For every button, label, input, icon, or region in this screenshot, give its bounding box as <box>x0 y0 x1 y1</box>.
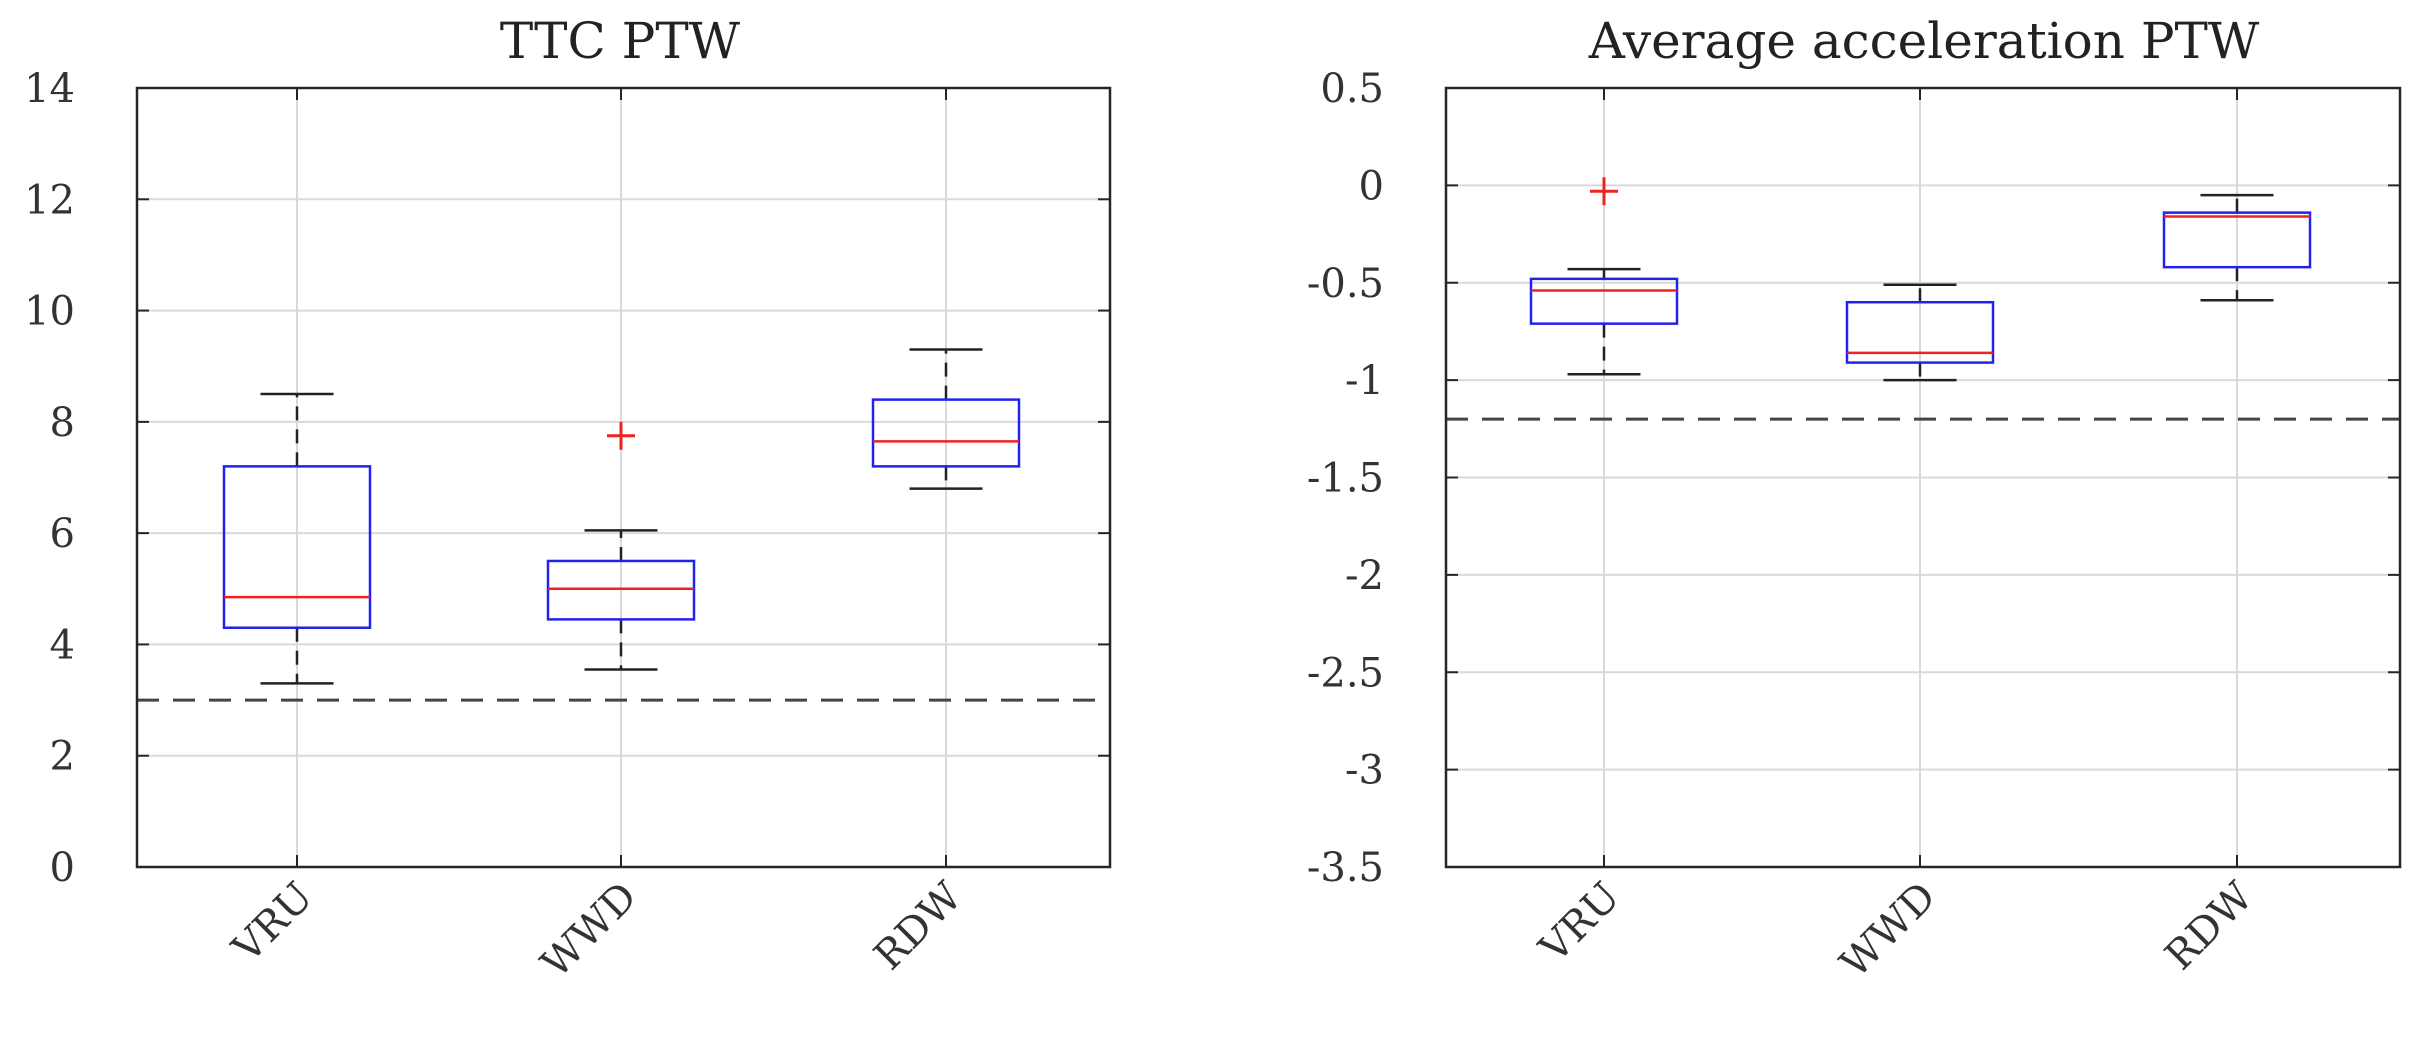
y-tick-label: -1 <box>1345 358 1384 404</box>
x-category-label: WWD <box>1832 874 1945 987</box>
chart-average-acceleration-ptw: Average acceleration PTW -3.5 -3 -2.5 -2 -1.… <box>1307 12 2402 987</box>
chart-title: Average acceleration PTW <box>1588 12 2260 70</box>
box-wwd <box>546 421 696 671</box>
x-category-label: RDW <box>2156 874 2262 980</box>
y-tick-label: 2 <box>50 734 75 780</box>
outlier-marker <box>1590 177 1618 206</box>
plot-frame <box>135 86 1112 869</box>
x-category-label: VRU <box>1530 874 1629 973</box>
box-iqr <box>222 465 372 629</box>
box-wwd <box>1845 283 1995 382</box>
y-tick-label: -2 <box>1345 553 1384 599</box>
y-tick-label: 10 <box>24 289 75 335</box>
box-iqr <box>2162 211 2312 269</box>
x-category-label: RDW <box>865 874 971 980</box>
y-tick-label: 4 <box>50 622 75 668</box>
y-tick-label: 0 <box>50 845 75 891</box>
y-tick-label: 0.5 <box>1320 66 1384 112</box>
box-layer <box>222 348 1021 685</box>
grid <box>1446 87 2400 868</box>
y-tick-label: 8 <box>50 400 75 446</box>
box-rdw <box>871 348 1021 490</box>
y-tick-label: 12 <box>24 177 75 223</box>
box-layer <box>1529 177 2312 382</box>
y-tick-label: 6 <box>50 511 75 557</box>
y-tick-label: -3 <box>1345 748 1384 794</box>
chart-title: TTC PTW <box>500 12 741 70</box>
box-iqr <box>1529 277 1679 325</box>
axis: 0 2 4 6 8 10 12 14 VRU WWD RDW <box>24 66 1112 987</box>
box-rdw <box>2162 193 2312 302</box>
y-tick-label: 14 <box>24 66 75 112</box>
y-tick-label: -0.5 <box>1307 261 1384 307</box>
box-iqr <box>871 398 1021 468</box>
box-vru <box>222 392 372 685</box>
box-iqr <box>1845 300 1995 364</box>
y-tick-label: 0 <box>1359 163 1384 209</box>
box-vru <box>1529 177 1679 376</box>
x-category-label: WWD <box>533 874 646 987</box>
outlier-marker <box>607 421 635 450</box>
x-category-label: VRU <box>223 874 322 973</box>
y-tick-label: -1.5 <box>1307 456 1384 502</box>
grid <box>137 87 1110 868</box>
y-tick-label: -3.5 <box>1307 845 1384 891</box>
y-tick-label: -2.5 <box>1307 650 1384 696</box>
chart-ttc-ptw: TTC PTW 0 2 4 6 8 10 12 14 VRU WWD RDW <box>24 12 1112 987</box>
box-iqr <box>546 559 696 621</box>
